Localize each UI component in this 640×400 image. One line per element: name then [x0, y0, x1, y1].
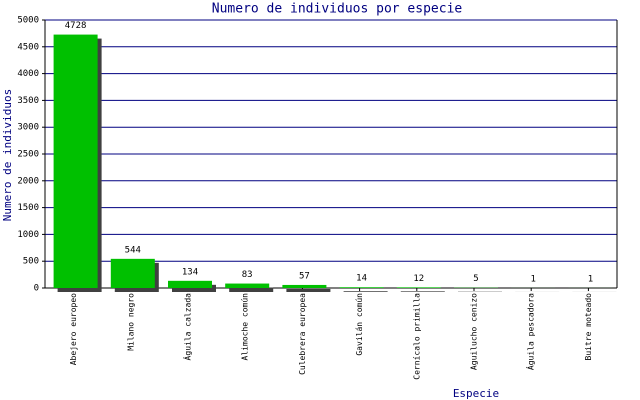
- x-tick-label: Culebrera europea: [298, 293, 307, 375]
- y-tick-label: 500: [23, 257, 39, 267]
- x-tick-label: Aguilucho cenizo: [470, 293, 479, 370]
- y-tick-label: 3000: [17, 123, 39, 133]
- y-tick-label: 4500: [17, 42, 39, 52]
- value-label: 14: [356, 274, 367, 284]
- bar-shadow: [400, 291, 445, 292]
- y-tick-label: 0: [34, 284, 39, 294]
- x-tick-label: Alimoche común: [241, 293, 250, 361]
- y-axis-label: Numero de individuos: [1, 89, 14, 221]
- bar: [110, 258, 155, 288]
- value-label: 4728: [65, 21, 87, 31]
- value-label: 5: [473, 274, 478, 284]
- y-tick-label: 3500: [17, 96, 39, 106]
- value-label: 1: [530, 274, 535, 284]
- x-tick-label: Milano negro: [126, 293, 135, 351]
- value-label: 134: [182, 267, 198, 277]
- value-label: 544: [125, 245, 141, 255]
- value-label: 57: [299, 271, 310, 281]
- bar: [339, 287, 384, 288]
- x-tick-label: Águila pescadora: [525, 293, 536, 370]
- bar-shadow: [172, 284, 216, 292]
- y-tick-label: 5000: [17, 16, 39, 26]
- x-tick-label: Buitre moteado: [584, 293, 593, 361]
- y-tick-label: 1000: [17, 230, 39, 240]
- y-tick-label: 2500: [17, 150, 39, 160]
- bar-shadow: [286, 288, 331, 292]
- chart-title: Numero de individuos por especie: [212, 2, 463, 17]
- x-tick-label: Abejero europeo: [69, 293, 78, 365]
- bar-shadow: [229, 287, 274, 292]
- value-label: 83: [242, 270, 253, 280]
- bar: [168, 280, 212, 288]
- x-axis-label: Especie: [453, 387, 499, 400]
- x-tick-label: Cernícalo primilla: [412, 293, 421, 380]
- bar-shadow: [343, 291, 388, 292]
- y-tick-label: 1500: [17, 203, 39, 213]
- value-label: 12: [413, 274, 424, 284]
- y-tick-label: 2000: [17, 176, 39, 186]
- x-tick-label: Gavilán común: [355, 293, 364, 356]
- bar: [396, 287, 441, 288]
- bar: [53, 34, 98, 289]
- value-label: 1: [588, 274, 593, 284]
- bar: [225, 283, 270, 288]
- bar: [282, 284, 327, 288]
- x-tick-label: Águila calzada: [182, 293, 193, 361]
- y-tick-label: 4000: [17, 69, 39, 79]
